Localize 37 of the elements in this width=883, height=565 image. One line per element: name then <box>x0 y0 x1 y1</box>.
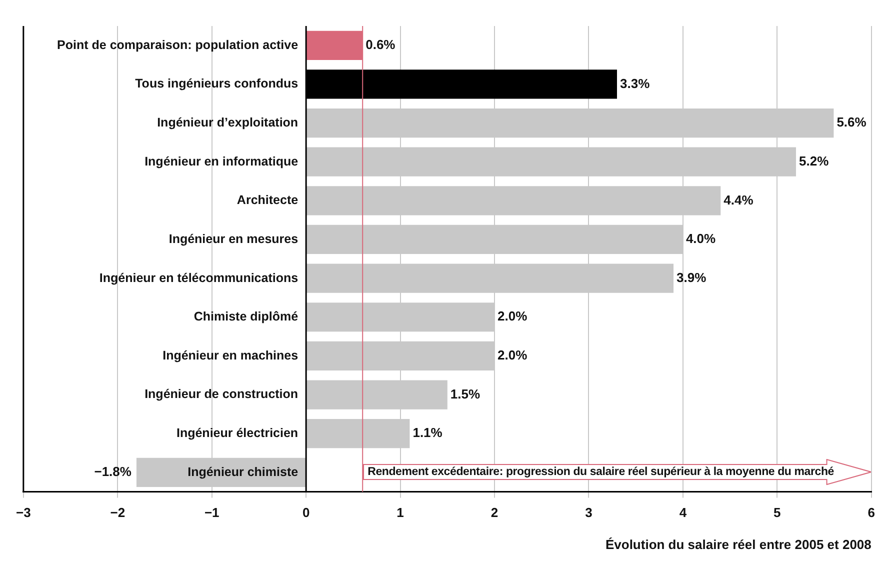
y-tick-label: Architecte <box>236 193 298 208</box>
data-label: 3.9% <box>676 270 707 285</box>
data-label: −1.8% <box>94 464 132 479</box>
y-tick-label: Chimiste diplômé <box>194 310 298 324</box>
y-tick-label: Ingénieur en machines <box>162 348 298 362</box>
annotation: Rendement excédentaire: progression du salaire réel supérieur à la moyenne du marché <box>368 465 834 480</box>
data-label: 3.3% <box>620 76 650 91</box>
data-label: 5.2% <box>799 153 830 168</box>
data-label: 1.5% <box>450 386 480 402</box>
data-label: 2.0% <box>498 348 528 363</box>
y-tick-label: Tous ingénieurs confondus <box>135 76 298 91</box>
x-tick-label: 3 <box>585 505 592 520</box>
x-tick-label: 5 <box>774 505 781 520</box>
y-tick-label: Ingénieur chimiste <box>188 464 298 479</box>
x-tick-label: −1 <box>204 505 220 520</box>
data-label: 4.4% <box>724 192 754 208</box>
x-tick-label: −2 <box>110 505 126 520</box>
y-tick-label: Ingénieur en mesures <box>168 232 298 246</box>
data-label: 2.0% <box>498 308 528 324</box>
x-tick-label: 6 <box>868 505 875 520</box>
y-tick-label: Ingénieur de construction <box>144 387 298 402</box>
x-tick-label: 1 <box>396 505 404 520</box>
arrow: Rendement excédentaire: progression du salaire réel supérieur à la moyenne du marché <box>362 459 872 486</box>
y-tick-label: Point de comparaison: population active <box>57 38 298 52</box>
y-tick-label: Ingénieur électricien <box>176 426 298 440</box>
data-label: 5.6% <box>836 114 867 130</box>
x-tick-label: −3 <box>16 505 31 520</box>
x-tick-label: 0 <box>302 505 310 520</box>
y-tick-label: Ingénieur d’exploitation <box>157 115 298 130</box>
x-axis-title: Évolution du salaire réel entre 2005 et 2008 <box>605 536 872 552</box>
data-label: 0.6% <box>366 36 396 52</box>
x-tick-label: 2 <box>490 505 498 520</box>
data-label: 1.1% <box>412 425 443 440</box>
y-tick-label: Ingénieur en informatique <box>144 154 298 168</box>
y-tick-label: Ingénieur en télécommunications <box>99 270 298 285</box>
data-label: 4.0% <box>686 231 716 246</box>
x-tick-label: 4 <box>679 505 688 520</box>
